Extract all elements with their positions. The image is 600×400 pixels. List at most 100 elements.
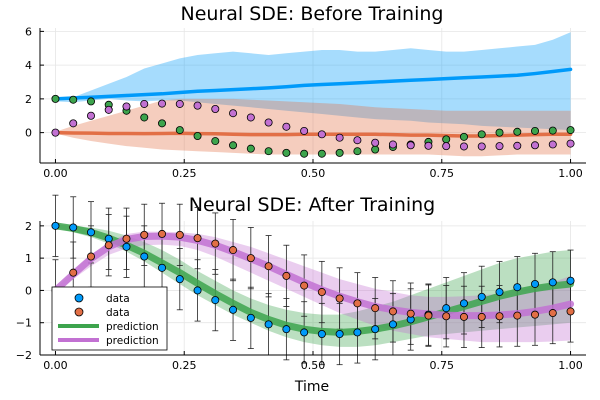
data-point (282, 271, 291, 280)
y-tick-label: −2 (16, 349, 32, 362)
data-point (246, 254, 255, 263)
data-point (335, 294, 344, 303)
data-point (246, 313, 255, 322)
data-point (442, 312, 451, 321)
tick-labels: 0.00 0.25 0.50 0.75 1.00 −2 −1 0 1 2 (16, 220, 583, 372)
legend-label: prediction (106, 335, 159, 347)
data-point (229, 246, 238, 255)
data-point (69, 223, 78, 232)
data-point (51, 128, 60, 137)
confidence-band (55, 98, 571, 157)
data-point (69, 119, 78, 128)
data-point (566, 126, 575, 135)
y-tick-label: −1 (16, 317, 32, 330)
data-point (495, 128, 504, 137)
data-point (282, 148, 291, 157)
data-point (211, 105, 220, 114)
y-tick-label: 2 (25, 93, 32, 106)
data-point (193, 234, 202, 243)
data-point (424, 141, 433, 150)
data-point (51, 94, 60, 103)
x-tick-label: 0.25 (172, 167, 197, 180)
data-point (459, 132, 468, 141)
data-point (211, 239, 220, 248)
x-tick-label: 0.50 (301, 167, 326, 180)
data-point (353, 328, 362, 337)
tick-labels: 0.00 0.25 0.50 0.75 1.00 0 2 4 6 (25, 25, 583, 180)
data-point (459, 142, 468, 151)
series-line (51, 222, 575, 336)
series-line (53, 67, 573, 101)
legend: data data prediction prediction (51, 286, 168, 351)
data-point (459, 299, 468, 308)
data-point (531, 141, 540, 150)
x-tick-label: 0.50 (301, 359, 326, 372)
data-point (531, 126, 540, 135)
axes (39, 221, 586, 356)
data-point (495, 142, 504, 151)
data-point (229, 305, 238, 314)
data-point (531, 279, 540, 288)
data-point (282, 122, 291, 131)
data-point (442, 304, 451, 313)
data-point (566, 139, 575, 148)
panel-before-training: Neural SDE: Before Training 0.00 0.25 0.50… (25, 3, 586, 180)
confidence-bands (55, 32, 571, 157)
data-point (175, 275, 184, 284)
data-point (69, 268, 78, 277)
data-point (158, 99, 167, 108)
data-point (317, 149, 326, 158)
data-point (477, 312, 486, 321)
y-tick-label: 6 (25, 25, 32, 38)
data-point (86, 111, 95, 120)
data-point (531, 310, 540, 319)
data-point (335, 133, 344, 142)
data-point (353, 147, 362, 156)
data-point (300, 149, 309, 158)
data-point (140, 230, 149, 239)
data-point (353, 136, 362, 145)
data-point (442, 135, 451, 144)
data-point (140, 252, 149, 261)
y-tick-label: 0 (25, 127, 32, 140)
data-point (513, 127, 522, 136)
panel-after-training: Neural SDE: After Training 0.00 0.25 0.50 0… (16, 194, 586, 395)
x-tick-label: 0.00 (43, 359, 68, 372)
data-point (246, 144, 255, 153)
data-point (371, 138, 380, 147)
data-point (513, 283, 522, 292)
data-point (406, 141, 415, 150)
data-point (548, 309, 557, 318)
data-point (477, 292, 486, 301)
data-point (548, 278, 557, 287)
chart-title: Neural SDE: After Training (189, 194, 436, 216)
data-point (477, 142, 486, 151)
data-point (566, 276, 575, 285)
data-point (211, 137, 220, 146)
data-point (229, 109, 238, 118)
data-point (282, 325, 291, 334)
y-tick-label: 1 (25, 252, 32, 265)
data-point (158, 229, 167, 238)
data-point (193, 286, 202, 295)
data-point (158, 263, 167, 272)
data-point (442, 142, 451, 151)
data-point (388, 307, 397, 316)
data-point (300, 126, 309, 135)
data-point (175, 126, 184, 135)
data-point (104, 241, 113, 250)
data-point (86, 97, 95, 106)
data-point (353, 299, 362, 308)
x-tick-label: 0.00 (43, 167, 68, 180)
data-point (300, 281, 309, 290)
data-point (264, 118, 273, 127)
y-tick-label: 2 (25, 220, 32, 233)
legend-label: data (106, 293, 130, 305)
data-point (229, 141, 238, 150)
data-point (86, 228, 95, 237)
axes (39, 28, 586, 164)
data-point (140, 113, 149, 122)
data-point (388, 320, 397, 329)
data-point (211, 296, 220, 305)
data-point (495, 312, 504, 321)
